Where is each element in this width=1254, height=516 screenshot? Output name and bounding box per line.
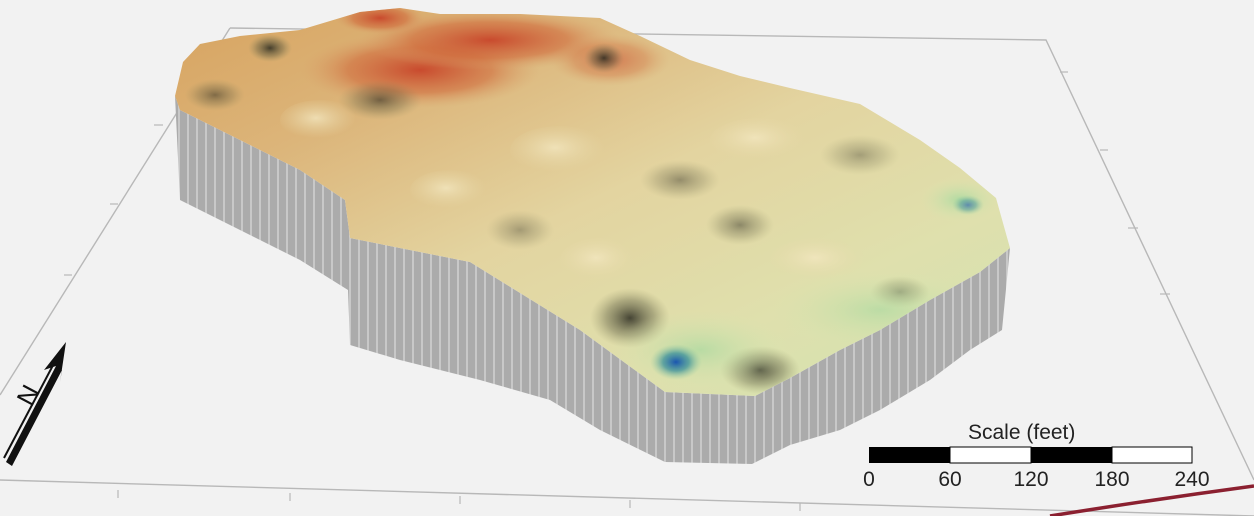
scale-tick-60: 60 <box>938 468 961 492</box>
north-arrow: N <box>4 342 66 466</box>
scale-title: Scale (feet) <box>968 421 1075 445</box>
scale-segment-2 <box>950 447 1031 463</box>
scale-tick-240: 240 <box>1174 468 1209 492</box>
scale-segment-3 <box>1031 447 1112 463</box>
scale-segment-4 <box>1112 447 1192 463</box>
scale-tick-0: 0 <box>863 468 875 492</box>
scale-bar <box>869 447 1192 463</box>
scale-tick-180: 180 <box>1094 468 1129 492</box>
scale-segment-1 <box>869 447 950 463</box>
scale-tick-120: 120 <box>1013 468 1048 492</box>
road-line <box>1050 486 1254 516</box>
